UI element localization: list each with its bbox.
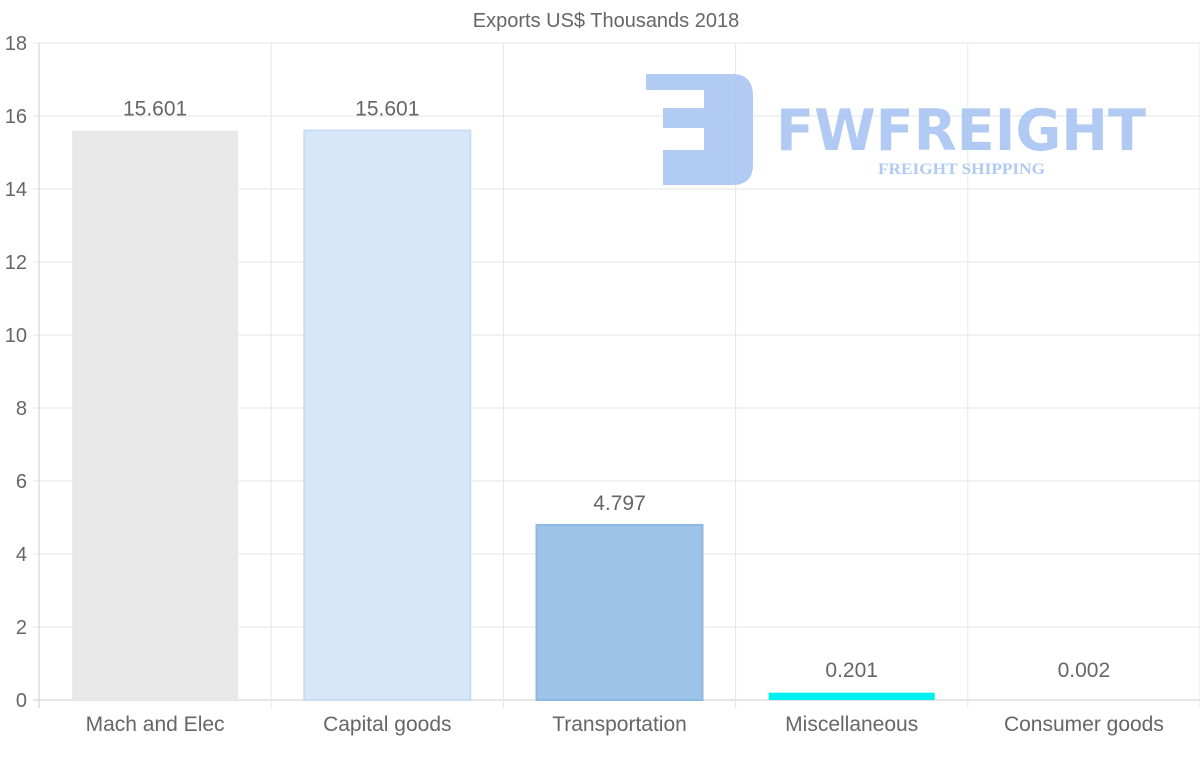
x-tick-label: Consumer goods [1004, 713, 1164, 736]
bar [303, 129, 472, 702]
svg-text:FREIGHT SHIPPING: FREIGHT SHIPPING [878, 161, 1046, 178]
y-tick-label: 0 [16, 690, 27, 712]
y-tick-label: 6 [16, 471, 27, 493]
bars [72, 129, 1167, 702]
svg-text:FWFREIGHT: FWFREIGHT [776, 98, 1146, 164]
bar [535, 523, 704, 701]
fwfreight-logo-watermark: FWFREIGHT FREIGHT SHIPPING [646, 74, 1146, 185]
data-label: 4.797 [593, 492, 646, 515]
bar [72, 130, 239, 701]
y-tick-label: 4 [16, 544, 27, 566]
x-tick-label: Capital goods [323, 713, 451, 736]
y-tick-label: 16 [5, 106, 27, 128]
data-label: 0.002 [1058, 659, 1111, 682]
data-label: 15.601 [123, 98, 187, 121]
y-tick-label: 12 [5, 252, 27, 274]
x-tick-label: Transportation [552, 713, 687, 736]
y-tick-label: 18 [5, 33, 27, 55]
y-tick-label: 8 [16, 398, 27, 420]
y-tick-label: 2 [16, 617, 27, 639]
x-tick-label: Mach and Elec [86, 713, 225, 736]
x-tick-label: Miscellaneous [785, 713, 918, 736]
y-axis: 0 2 4 6 8 10 12 14 16 18 [5, 33, 27, 712]
y-tick-label: 10 [5, 325, 27, 347]
x-axis: Mach and Elec Capital goods Transportation… [86, 713, 1164, 736]
y-tick-label: 14 [5, 179, 27, 201]
chart-title: Exports US$ Thousands 2018 [473, 10, 739, 32]
bar [768, 692, 935, 700]
data-label: 0.201 [825, 659, 878, 682]
data-labels: 15.601 15.601 4.797 0.201 0.002 [123, 98, 1110, 682]
data-label: 15.601 [355, 98, 419, 121]
logo-mark-icon [646, 74, 753, 185]
